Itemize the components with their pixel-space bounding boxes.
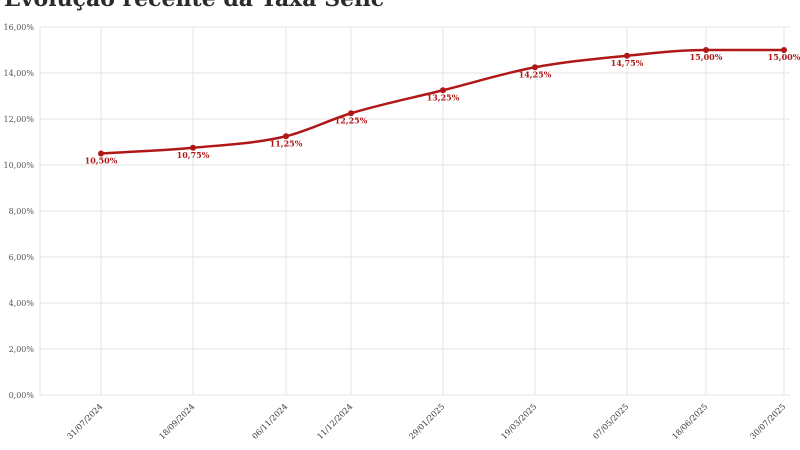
data-point [624, 52, 630, 59]
data-label-layer: 10,50% 10,75% 11,25% 12,25% 13,25% 14,25% 14,7… [85, 52, 800, 166]
data-label: 10,50% [85, 156, 118, 166]
data-point [532, 64, 538, 71]
data-point [348, 110, 354, 117]
y-tick-label: 8,00% [9, 207, 35, 216]
data-point [190, 144, 196, 151]
data-label: 15,00% [690, 52, 723, 62]
x-tick-label: 29/01/2025 [407, 402, 446, 441]
data-point [98, 150, 104, 157]
data-label: 13,25% [427, 92, 460, 102]
chart-title: Evolução recente da Taxa Selic [4, 0, 384, 12]
x-tick-label: 18/09/2024 [157, 402, 196, 441]
data-label: 14,75% [611, 58, 644, 68]
x-axis-ticks: 31/07/2024 18/09/2024 06/11/2024 11/12/2024… [65, 402, 787, 441]
data-label: 11,25% [270, 138, 303, 148]
data-point [781, 47, 787, 53]
data-point [440, 87, 446, 94]
data-label: 14,25% [519, 69, 552, 79]
x-tick-label: 07/05/2025 [591, 402, 630, 441]
grid-layer [39, 26, 790, 396]
x-tick-label: 19/03/2025 [499, 402, 538, 441]
y-tick-label: 10,00% [3, 161, 34, 170]
x-tick-label: 31/07/2024 [65, 402, 104, 441]
series-layer [98, 47, 787, 157]
x-tick-label: 30/07/2025 [748, 402, 787, 441]
y-tick-label: 0,00% [9, 391, 35, 400]
data-label: 12,25% [335, 115, 368, 125]
y-tick-label: 6,00% [9, 253, 35, 262]
y-tick-label: 14,00% [3, 69, 34, 78]
y-axis-ticks: 0,00% 2,00% 4,00% 6,00% 8,00% 10,00% 12,00% 14,… [3, 23, 34, 400]
data-label: 15,00% [768, 52, 800, 62]
y-tick-label: 16,00% [3, 23, 34, 32]
y-tick-label: 4,00% [9, 299, 35, 308]
y-tick-label: 2,00% [9, 345, 35, 354]
data-point [283, 133, 289, 140]
y-tick-label: 12,00% [3, 115, 34, 124]
x-tick-label: 18/06/2025 [670, 402, 709, 441]
x-tick-label: 11/12/2024 [315, 402, 354, 441]
x-tick-label: 06/11/2024 [250, 402, 289, 441]
data-point [703, 47, 709, 53]
data-label: 10,75% [177, 150, 210, 160]
